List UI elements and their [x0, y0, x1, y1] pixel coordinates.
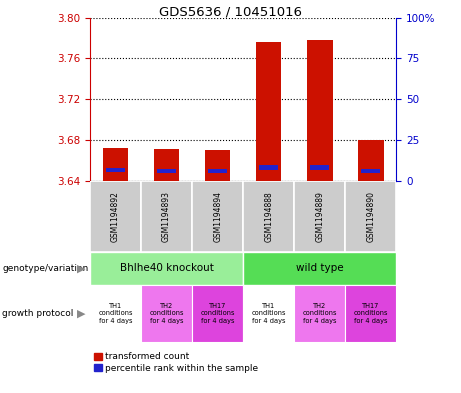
- Bar: [345, 285, 396, 342]
- Bar: [243, 285, 294, 342]
- Text: TH1
conditions
for 4 days: TH1 conditions for 4 days: [251, 303, 286, 324]
- Bar: [90, 285, 141, 342]
- Bar: [361, 169, 380, 173]
- Bar: [294, 181, 345, 252]
- Text: ▶: ▶: [77, 309, 85, 318]
- Text: GSM1194889: GSM1194889: [315, 191, 325, 242]
- Text: growth protocol: growth protocol: [2, 309, 74, 318]
- Text: GSM1194890: GSM1194890: [366, 191, 375, 242]
- Bar: [157, 169, 176, 173]
- Bar: [141, 285, 192, 342]
- Bar: [103, 148, 128, 181]
- Bar: [259, 165, 278, 169]
- Bar: [243, 252, 396, 285]
- Bar: [90, 181, 141, 252]
- Bar: [192, 285, 243, 342]
- Legend: transformed count, percentile rank within the sample: transformed count, percentile rank withi…: [95, 352, 258, 373]
- Bar: [294, 285, 345, 342]
- Text: wild type: wild type: [296, 263, 343, 273]
- Text: TH17
conditions
for 4 days: TH17 conditions for 4 days: [201, 303, 235, 324]
- Text: GSM1194893: GSM1194893: [162, 191, 171, 242]
- Bar: [192, 181, 243, 252]
- Bar: [205, 150, 230, 181]
- Bar: [141, 181, 192, 252]
- Text: ▶: ▶: [77, 263, 85, 273]
- Bar: [243, 181, 294, 252]
- Text: TH2
conditions
for 4 days: TH2 conditions for 4 days: [302, 303, 337, 324]
- Text: genotype/variation: genotype/variation: [2, 264, 89, 273]
- Bar: [310, 165, 330, 169]
- Bar: [345, 181, 396, 252]
- Bar: [307, 40, 332, 181]
- Bar: [154, 149, 179, 181]
- Text: TH17
conditions
for 4 days: TH17 conditions for 4 days: [354, 303, 388, 324]
- Text: TH1
conditions
for 4 days: TH1 conditions for 4 days: [98, 303, 133, 324]
- Text: GSM1194892: GSM1194892: [111, 191, 120, 242]
- Bar: [256, 42, 282, 181]
- Text: GDS5636 / 10451016: GDS5636 / 10451016: [159, 6, 302, 19]
- Text: GSM1194888: GSM1194888: [264, 191, 273, 242]
- Text: TH2
conditions
for 4 days: TH2 conditions for 4 days: [149, 303, 184, 324]
- Bar: [208, 169, 227, 173]
- Text: GSM1194894: GSM1194894: [213, 191, 222, 242]
- Bar: [90, 252, 243, 285]
- Bar: [358, 140, 384, 181]
- Text: Bhlhe40 knockout: Bhlhe40 knockout: [119, 263, 213, 273]
- Bar: [106, 167, 125, 172]
